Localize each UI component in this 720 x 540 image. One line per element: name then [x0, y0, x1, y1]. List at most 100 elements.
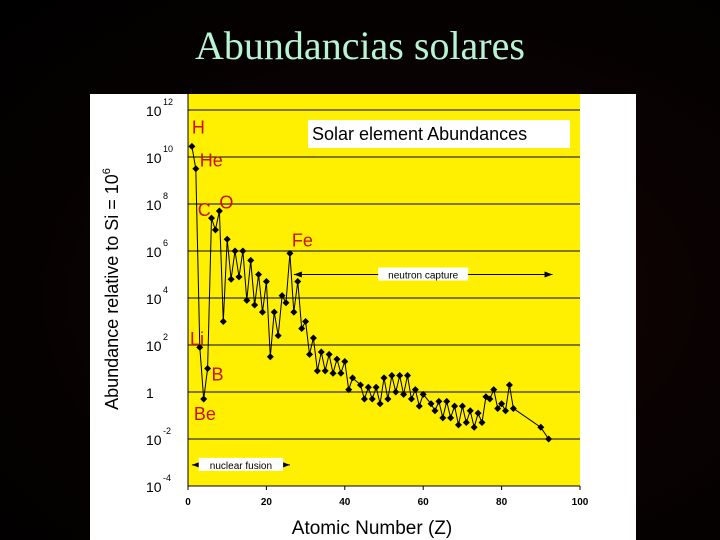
y-tick-exponent: -2 — [163, 426, 171, 436]
data-point — [345, 386, 353, 394]
data-point — [404, 372, 412, 380]
data-point — [447, 414, 455, 422]
data-point — [211, 226, 219, 234]
data-point — [321, 367, 329, 375]
data-point — [215, 207, 223, 215]
x-axis-title: Atomic Number (Z) — [292, 518, 452, 539]
data-point — [219, 318, 227, 325]
data-point — [392, 388, 400, 396]
chart-title-box — [308, 120, 570, 148]
annotation-label-bg — [198, 457, 284, 471]
data-point — [451, 402, 459, 410]
data-point — [458, 402, 466, 410]
data-point — [294, 278, 302, 286]
x-tick-label: 100 — [572, 497, 589, 508]
data-point — [247, 256, 255, 264]
data-point — [356, 381, 364, 389]
data-point — [313, 367, 321, 375]
data-point — [290, 308, 298, 316]
element-label: He — [200, 150, 223, 170]
data-point — [243, 296, 251, 304]
arrowhead-left — [191, 461, 200, 468]
slide-title: Abundancias solares — [195, 23, 525, 68]
data-point — [278, 292, 286, 300]
y-tick-label: 10 — [146, 150, 162, 166]
element-label: B — [212, 364, 224, 384]
annotation-label: nuclear fusion — [210, 461, 272, 472]
data-point — [415, 402, 423, 410]
data-point — [258, 308, 266, 316]
data-point — [329, 369, 337, 377]
data-point — [235, 273, 243, 281]
data-point — [462, 419, 470, 427]
data-point — [309, 334, 317, 342]
element-label: Be — [194, 404, 216, 424]
data-point — [364, 383, 372, 391]
data-point — [302, 318, 310, 325]
data-point — [537, 423, 545, 431]
element-label: Li — [190, 329, 204, 349]
data-point — [298, 325, 306, 333]
element-label: C — [198, 200, 211, 220]
data-point — [470, 423, 478, 431]
y-tick-exponent: 10 — [163, 144, 173, 154]
data-point — [231, 247, 239, 255]
x-tick-label: 80 — [496, 497, 508, 508]
data-point — [502, 407, 510, 415]
data-point — [270, 308, 278, 316]
x-tick-label: 40 — [339, 497, 351, 508]
data-point — [431, 407, 439, 415]
data-point — [286, 249, 294, 257]
y-tick-label: 10 — [146, 244, 162, 260]
arrowhead-right — [544, 271, 553, 278]
data-point — [443, 397, 451, 405]
data-point — [372, 383, 380, 391]
data-point — [376, 400, 384, 408]
data-point — [208, 214, 216, 222]
plot-area — [188, 94, 580, 486]
y-tick-label: 10 — [146, 338, 162, 354]
data-point — [498, 400, 506, 408]
data-point — [337, 369, 345, 377]
y-tick-exponent: 2 — [163, 332, 168, 342]
arrowhead-right — [281, 461, 290, 468]
data-point — [196, 343, 204, 351]
data-point — [255, 271, 263, 278]
data-point — [400, 390, 408, 398]
data-point — [486, 395, 494, 403]
data-point — [204, 365, 212, 372]
y-tick-label: 1 — [146, 385, 154, 401]
data-point — [325, 350, 333, 358]
data-point — [435, 397, 443, 405]
data-point — [266, 353, 274, 361]
y-tick-label: 10 — [146, 479, 162, 495]
data-point — [317, 348, 325, 356]
data-point — [274, 332, 282, 340]
data-point — [478, 419, 486, 427]
chart-title: Solar element Abundances — [312, 124, 527, 144]
data-point — [380, 374, 388, 382]
data-point — [251, 301, 259, 309]
x-tick-label: 0 — [185, 497, 191, 508]
y-tick-exponent: 6 — [163, 238, 168, 248]
y-tick-exponent: 12 — [163, 97, 173, 107]
data-point — [360, 395, 368, 403]
arrowhead-left — [293, 271, 302, 278]
element-label: O — [219, 193, 233, 213]
y-tick-exponent: -4 — [163, 473, 171, 483]
data-point — [407, 395, 415, 403]
data-point — [388, 372, 396, 380]
data-point — [427, 400, 435, 408]
data-point — [223, 235, 231, 243]
data-point — [188, 142, 196, 150]
y-tick-label: 10 — [146, 291, 162, 307]
data-point — [200, 395, 208, 403]
annotation-label: neutron capture — [388, 271, 458, 282]
element-label: Fe — [292, 230, 313, 250]
data-point — [384, 395, 392, 403]
data-point — [509, 404, 517, 412]
chart-panel: 10 12 10 10 10 8 10 6 10 4 10 2 1 10 -2 10 -4 0 20 40 60 80 10… — [90, 94, 636, 540]
data-point — [368, 395, 376, 403]
data-point — [454, 421, 462, 429]
